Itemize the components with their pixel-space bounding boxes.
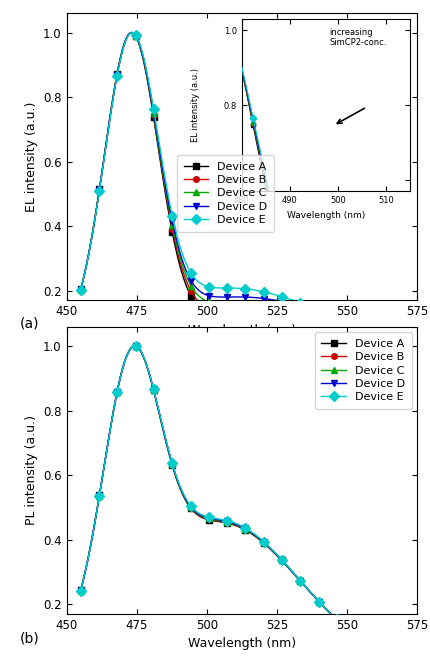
X-axis label: Wavelength (nm): Wavelength (nm)	[188, 637, 296, 650]
Text: (a): (a)	[19, 317, 39, 331]
Legend: Device A, Device B, Device C, Device D, Device E: Device A, Device B, Device C, Device D, …	[177, 155, 274, 232]
Legend: Device A, Device B, Device C, Device D, Device E: Device A, Device B, Device C, Device D, …	[315, 332, 412, 409]
X-axis label: Wavelength (nm): Wavelength (nm)	[188, 323, 296, 337]
Y-axis label: EL intensity (a.u.): EL intensity (a.u.)	[25, 102, 37, 212]
Y-axis label: PL intensity (a.u.): PL intensity (a.u.)	[25, 415, 37, 525]
Text: (b): (b)	[19, 632, 39, 645]
